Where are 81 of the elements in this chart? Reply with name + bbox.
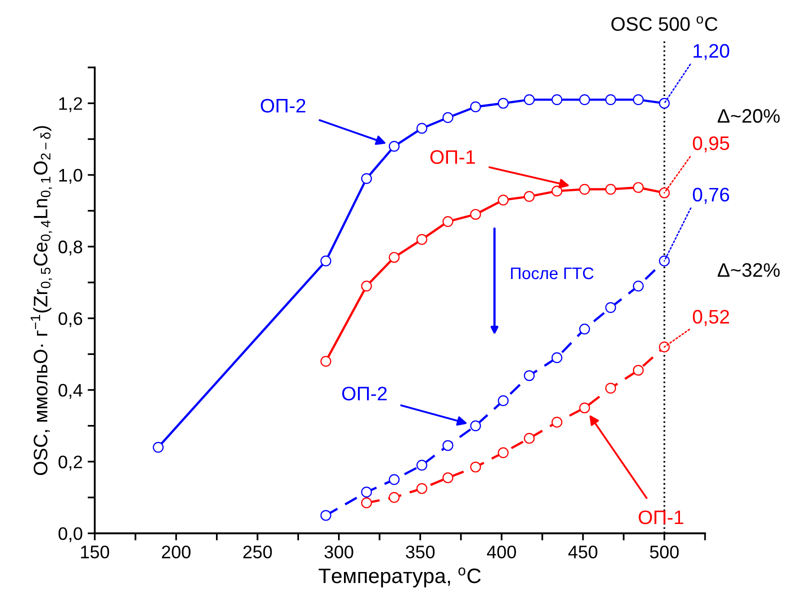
point [498, 447, 509, 458]
y-tick-label: 0,0 [58, 527, 82, 542]
point [416, 483, 428, 494]
point [442, 216, 454, 227]
y-tick-label: 0,2 [58, 456, 82, 470]
point [658, 187, 670, 198]
data-label: 0,52 [692, 310, 729, 326]
point [416, 460, 428, 471]
text: ОП-2 [342, 386, 387, 400]
point [498, 194, 509, 206]
x-tick-label: 400 [486, 546, 516, 558]
y-tick-label: 0,4 [58, 384, 82, 399]
text: ОП-2 [260, 98, 306, 113]
annotation: Δ~20% [718, 109, 780, 123]
x-tick-label: 450 [568, 546, 598, 558]
point [470, 420, 481, 432]
point [388, 252, 400, 263]
x-tick-label: 350 [406, 546, 435, 558]
point [552, 94, 562, 106]
x-tick-label: 300 [324, 546, 354, 558]
point [388, 140, 400, 152]
point [361, 497, 372, 508]
point [658, 342, 670, 352]
point [605, 94, 616, 106]
x-axis-title: Температура, $^{o}$C [318, 568, 481, 588]
point [442, 112, 454, 124]
point [632, 94, 644, 106]
point [361, 280, 372, 292]
x-tick-label: 500 [650, 546, 679, 558]
point [470, 101, 481, 112]
point [361, 486, 372, 498]
point [416, 122, 428, 134]
data-label: 1,20 [694, 44, 730, 60]
point [579, 324, 590, 334]
data-label: 0,76 [692, 188, 730, 204]
point [498, 98, 509, 109]
y-tick-label: 1,2 [59, 97, 82, 112]
annotation: Δ~32% [718, 263, 780, 277]
text: OSC, ммольO· г$^{−1}$(Zr$_{0,5}$Ce$_{0,4}$Ln$_{0,1}$O$_{2−δ}$) [30, 126, 52, 476]
point [470, 462, 481, 472]
point [632, 280, 644, 292]
point [579, 94, 590, 106]
point [320, 510, 332, 521]
point [579, 184, 590, 195]
point [416, 234, 428, 245]
point [320, 356, 332, 367]
point [442, 440, 454, 451]
point [632, 364, 644, 376]
point [605, 302, 616, 313]
point [524, 370, 535, 382]
annotation: После ГТС [511, 267, 594, 280]
point [552, 186, 562, 196]
text: ОП-1 [638, 510, 684, 524]
x-tick-label: 250 [243, 546, 272, 558]
point [658, 256, 670, 266]
point [524, 94, 535, 106]
point [470, 208, 481, 220]
point [605, 382, 616, 394]
point [658, 98, 670, 109]
point [524, 432, 535, 444]
point [498, 395, 509, 406]
text: ОП-1 [430, 150, 475, 164]
y-tick-label: 0,8 [58, 240, 82, 256]
point [605, 184, 616, 195]
x-tick-label: 200 [162, 546, 190, 558]
point [632, 182, 644, 193]
y-tick-label: 1,0 [59, 168, 82, 184]
point [442, 472, 454, 484]
point [552, 352, 562, 364]
ref-line-label: OSC 500 $^{o}$C [611, 16, 718, 31]
point [524, 191, 535, 202]
data-label: 0,95 [692, 136, 730, 152]
point [152, 442, 164, 453]
point [388, 492, 400, 503]
point [388, 474, 400, 485]
point [361, 173, 372, 184]
point [320, 256, 332, 266]
x-tick-label: 150 [81, 546, 110, 558]
y-tick-label: 0,6 [58, 312, 82, 328]
point [579, 402, 590, 414]
point [552, 416, 562, 428]
